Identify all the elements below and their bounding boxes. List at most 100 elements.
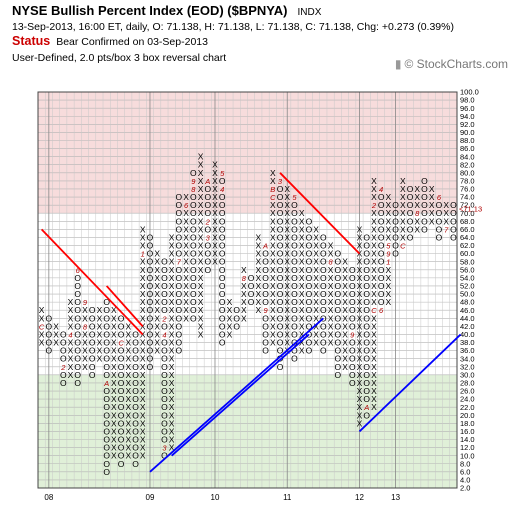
x-mark: X: [371, 362, 377, 372]
x-mark: X: [169, 370, 175, 380]
o-mark: O: [60, 338, 67, 348]
x-mark: X: [342, 265, 348, 275]
x-mark: X: [270, 249, 276, 259]
x-tick-label: 11: [283, 493, 292, 502]
x-mark: X: [198, 160, 204, 170]
x-mark: X: [357, 418, 363, 428]
o-mark: O: [277, 273, 284, 283]
x-mark: X: [140, 443, 146, 453]
x-mark: X: [82, 329, 88, 339]
o-mark: O: [407, 224, 414, 234]
o-mark: O: [176, 297, 183, 307]
o-mark: O: [291, 354, 298, 364]
month-marker: 1: [386, 258, 390, 267]
o-mark: O: [320, 297, 327, 307]
x-mark: X: [357, 241, 363, 251]
o-mark: O: [320, 305, 327, 315]
o-mark: O: [190, 224, 197, 234]
x-mark: X: [328, 338, 334, 348]
y-tick-label: 94.0: [460, 112, 475, 121]
o-mark: O: [334, 289, 341, 299]
o-mark: O: [378, 224, 385, 234]
x-mark: X: [400, 192, 406, 202]
o-mark: O: [306, 338, 313, 348]
o-mark: O: [190, 313, 197, 323]
x-mark: X: [111, 362, 117, 372]
o-mark: O: [176, 289, 183, 299]
x-mark: X: [169, 289, 175, 299]
x-mark: X: [357, 346, 363, 356]
o-mark: O: [219, 241, 226, 251]
o-mark: O: [349, 354, 356, 364]
o-mark: O: [262, 257, 269, 267]
o-mark: O: [176, 313, 183, 323]
x-mark: X: [313, 313, 319, 323]
o-mark: O: [421, 208, 428, 218]
o-mark: O: [450, 232, 457, 242]
x-mark: X: [357, 362, 363, 372]
x-mark: X: [313, 289, 319, 299]
y-tick-label: 68.0: [460, 217, 475, 226]
x-mark: X: [198, 273, 204, 283]
chart-subtitle: User-Defined, 2.0 pts/box 3 box reversal…: [12, 52, 227, 64]
x-mark: X: [169, 394, 175, 404]
x-mark: X: [299, 241, 305, 251]
o-mark: O: [407, 232, 414, 242]
o-mark: O: [176, 192, 183, 202]
o-mark: O: [378, 257, 385, 267]
o-mark: O: [277, 281, 284, 291]
o-mark: O: [219, 338, 226, 348]
month-marker: 8: [328, 258, 333, 267]
support-trendline: [149, 317, 324, 473]
y-tick-label: 36.0: [460, 346, 475, 355]
x-mark: X: [53, 329, 59, 339]
support-trendline: [171, 333, 310, 457]
x-mark: X: [140, 410, 146, 420]
o-mark: O: [132, 386, 139, 396]
x-mark: X: [154, 329, 160, 339]
o-mark: O: [190, 208, 197, 218]
o-mark: O: [219, 313, 226, 323]
x-mark: X: [212, 192, 218, 202]
x-mark: X: [169, 305, 175, 315]
x-mark: X: [111, 329, 117, 339]
o-mark: O: [147, 346, 154, 356]
y-tick-label: 26.0: [460, 387, 475, 396]
x-mark: X: [39, 305, 45, 315]
o-mark: O: [190, 232, 197, 242]
o-mark: O: [132, 451, 139, 461]
x-mark: X: [154, 305, 160, 315]
x-mark: X: [342, 281, 348, 291]
o-mark: O: [103, 362, 110, 372]
ticker-label: INDX: [297, 7, 322, 18]
o-mark: O: [363, 313, 370, 323]
o-mark: O: [349, 346, 356, 356]
o-mark: O: [334, 249, 341, 259]
y-tick-label: 48.0: [460, 298, 475, 307]
x-mark: X: [97, 338, 103, 348]
o-mark: O: [277, 184, 284, 194]
x-mark: X: [357, 338, 363, 348]
o-mark: O: [334, 257, 341, 267]
y-tick-label: 100.0: [460, 88, 479, 97]
x-mark: X: [299, 249, 305, 259]
x-mark: X: [299, 208, 305, 218]
x-mark: X: [154, 249, 160, 259]
o-mark: O: [363, 338, 370, 348]
support-trendline: [358, 333, 462, 433]
o-mark: O: [436, 232, 443, 242]
y-tick-label: 18.0: [460, 419, 475, 428]
x-mark: X: [270, 232, 276, 242]
month-marker: C: [118, 339, 124, 348]
x-mark: X: [386, 265, 392, 275]
x-mark: X: [256, 273, 262, 283]
x-mark: X: [198, 184, 204, 194]
x-mark: X: [299, 346, 305, 356]
o-mark: O: [248, 289, 255, 299]
o-mark: O: [320, 257, 327, 267]
o-mark: O: [103, 346, 110, 356]
o-mark: O: [363, 273, 370, 283]
o-mark: O: [161, 346, 168, 356]
x-mark: X: [39, 338, 45, 348]
y-tick-label: 74.0: [460, 193, 475, 202]
